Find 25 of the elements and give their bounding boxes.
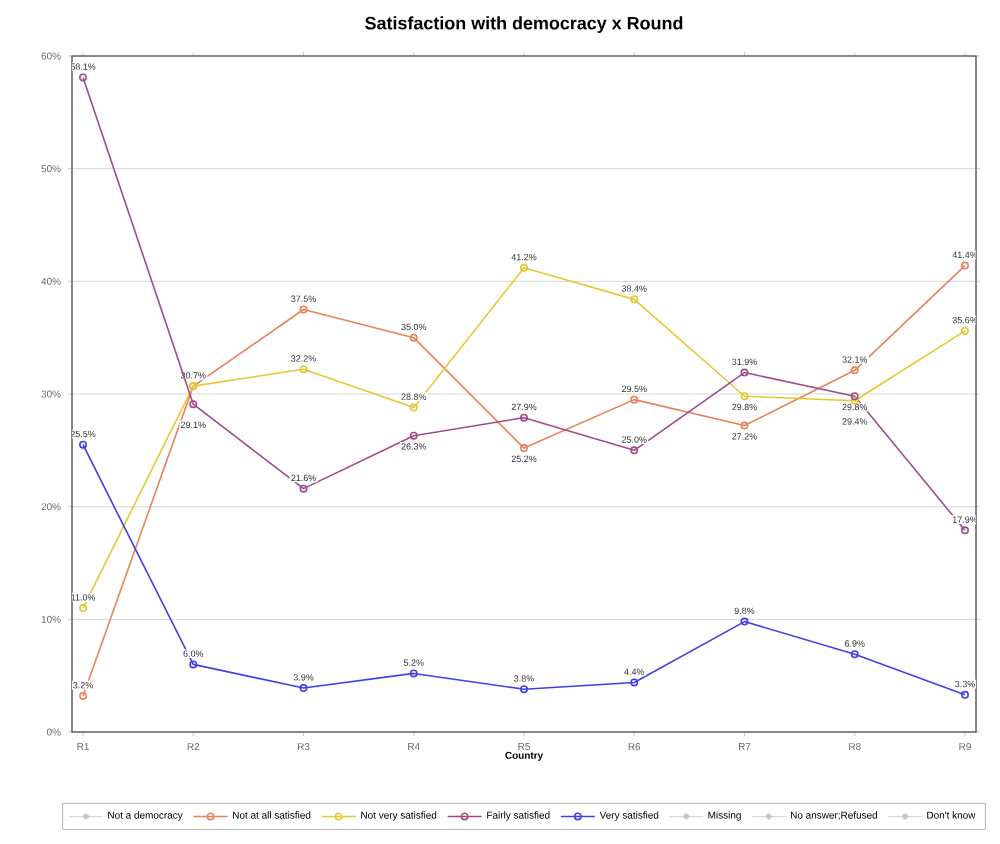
point: [630, 395, 639, 404]
point: [740, 368, 749, 377]
point: [299, 684, 308, 693]
point: [740, 617, 749, 626]
point: [630, 446, 639, 455]
point: [520, 263, 528, 272]
point: [299, 484, 308, 493]
point: [409, 403, 418, 412]
point: [409, 669, 418, 678]
point: [189, 660, 198, 669]
point: [850, 650, 859, 659]
point: [740, 421, 749, 430]
point: [850, 366, 859, 375]
point: [740, 392, 749, 401]
point: [409, 333, 418, 342]
point: [520, 444, 528, 453]
point: [520, 413, 528, 422]
point: [630, 678, 639, 687]
point: [299, 365, 308, 374]
point: [630, 295, 639, 304]
chart-title: Satisfaction with democracy x Round: [365, 16, 683, 34]
point: [299, 305, 308, 314]
point: [409, 431, 418, 440]
point: [189, 400, 198, 409]
point: [520, 685, 528, 694]
